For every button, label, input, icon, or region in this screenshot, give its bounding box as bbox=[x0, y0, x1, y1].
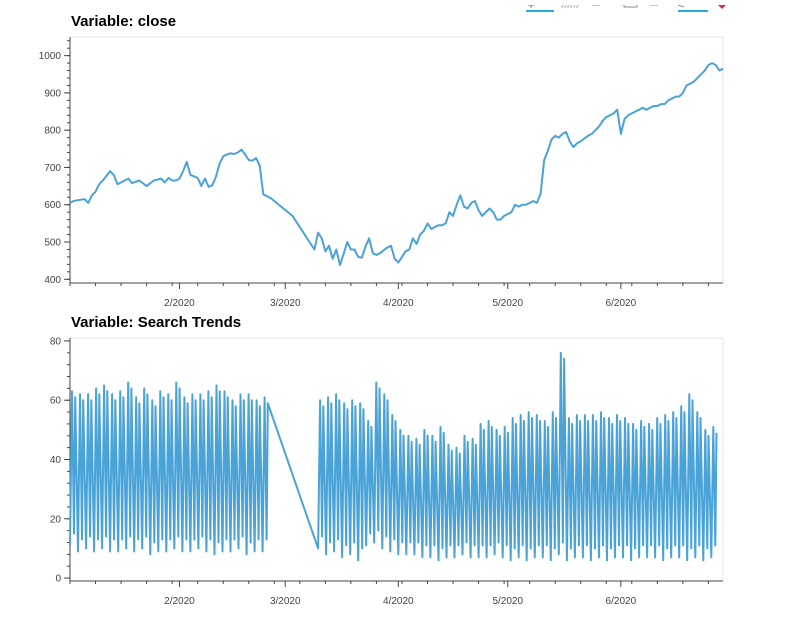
y-tick-label: 800 bbox=[44, 126, 61, 137]
search-trends-chart[interactable]: 0 20 40 60 80 2/2020 3/2020 4/2020 5/2020 6/2020 bbox=[0, 310, 799, 620]
y-tick-label: 900 bbox=[44, 88, 61, 99]
y-tick-label: 0 bbox=[55, 574, 61, 585]
plot-frame bbox=[69, 36, 724, 284]
x-tick-label: 3/2020 bbox=[270, 596, 301, 607]
x-tick-label: 4/2020 bbox=[383, 298, 414, 309]
plot-toolbar bbox=[520, 0, 740, 12]
y-tick-label: 40 bbox=[50, 455, 62, 466]
x-tick-label: 2/2020 bbox=[164, 596, 195, 607]
hover-tool-icon[interactable] bbox=[677, 4, 708, 12]
x-tick-label: 2/2020 bbox=[164, 298, 195, 309]
series-line-close bbox=[69, 62, 724, 267]
close-price-chart[interactable]: 400 500 600 700 800 900 1000 2/2020 3/2020 4/2020… bbox=[0, 0, 799, 310]
chart-title-close: Variable: close bbox=[71, 13, 177, 30]
x-tick-label: 6/2020 bbox=[606, 596, 637, 607]
box-zoom-glyph bbox=[561, 4, 579, 8]
chart-title-search-trends: Variable: Search Trends bbox=[71, 314, 242, 331]
x-tick-label: 5/2020 bbox=[492, 596, 523, 607]
pan-tool-active-bar bbox=[526, 10, 554, 12]
x-tick-label: 4/2020 bbox=[383, 596, 414, 607]
y-tick-label: 20 bbox=[50, 514, 62, 525]
y-tick-label: 700 bbox=[44, 163, 61, 174]
y-tick-label: 400 bbox=[44, 275, 61, 286]
hover-tool-active-bar bbox=[678, 10, 708, 12]
y-tick-label: 60 bbox=[50, 396, 62, 407]
pan-tool-icon[interactable] bbox=[526, 4, 554, 12]
y-tick-label: 1000 bbox=[39, 51, 62, 62]
series-line-search-trends bbox=[69, 351, 718, 562]
bokeh-logo-icon[interactable] bbox=[718, 5, 726, 9]
box-zoom-tool-icon[interactable] bbox=[561, 4, 579, 8]
bokeh-logo-glyph bbox=[718, 5, 726, 9]
x-tick-label: 3/2020 bbox=[270, 298, 301, 309]
hover-tool-glyph bbox=[677, 4, 685, 8]
y-tick-label: 80 bbox=[50, 336, 62, 347]
pan-tool-glyph bbox=[528, 4, 534, 8]
y-tick-label: 500 bbox=[44, 238, 61, 249]
x-tick-label: 5/2020 bbox=[492, 298, 523, 309]
x-tick-label: 6/2020 bbox=[606, 298, 637, 309]
y-tick-label: 600 bbox=[44, 200, 61, 211]
